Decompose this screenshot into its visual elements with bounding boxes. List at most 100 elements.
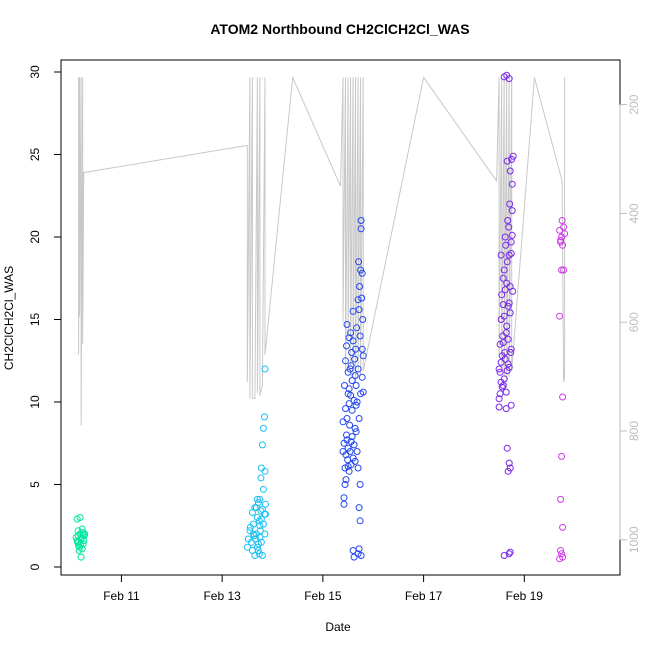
data-point bbox=[340, 500, 348, 508]
data-point bbox=[358, 269, 366, 277]
data-point bbox=[354, 365, 362, 373]
data-point bbox=[355, 306, 363, 314]
y-tick-label: 25 bbox=[28, 148, 42, 162]
data-point bbox=[558, 266, 566, 274]
data-point bbox=[347, 362, 355, 370]
data-point bbox=[495, 395, 503, 403]
y-tick-label: 20 bbox=[28, 230, 42, 244]
data-point bbox=[508, 207, 516, 215]
data-point bbox=[346, 448, 354, 455]
data-point bbox=[504, 302, 512, 310]
secondary-y-tick-label: 800 bbox=[627, 421, 641, 441]
data-point bbox=[355, 504, 363, 512]
data-point bbox=[351, 355, 359, 363]
data-point bbox=[352, 382, 360, 389]
data-point bbox=[251, 535, 259, 543]
data-point bbox=[351, 372, 359, 380]
data-point bbox=[505, 363, 513, 371]
data-point bbox=[507, 238, 515, 246]
data-point bbox=[253, 495, 261, 503]
data-point bbox=[356, 481, 364, 488]
data-point bbox=[349, 337, 357, 345]
data-points-layer bbox=[72, 71, 569, 563]
data-point bbox=[343, 436, 351, 444]
data-point bbox=[352, 345, 360, 353]
data-point bbox=[356, 517, 364, 525]
data-point bbox=[256, 522, 264, 530]
data-point bbox=[507, 401, 515, 409]
data-point bbox=[502, 388, 510, 396]
data-point bbox=[259, 424, 267, 432]
y-tick-label: 30 bbox=[28, 65, 42, 79]
flight-track-layer bbox=[78, 75, 566, 426]
data-point bbox=[353, 448, 361, 455]
data-point bbox=[351, 457, 359, 465]
data-point bbox=[505, 75, 513, 83]
data-point bbox=[505, 459, 513, 467]
data-point bbox=[77, 553, 85, 561]
data-point bbox=[507, 345, 515, 353]
data-point bbox=[355, 258, 363, 266]
data-point bbox=[501, 355, 509, 363]
data-point bbox=[496, 368, 504, 376]
data-point bbox=[499, 339, 507, 347]
data-point bbox=[255, 550, 263, 558]
data-point bbox=[499, 301, 507, 309]
data-point bbox=[261, 413, 268, 421]
data-point bbox=[500, 552, 508, 559]
secondary-y-tick-label: 400 bbox=[627, 203, 641, 223]
data-point bbox=[261, 365, 269, 373]
data-point bbox=[506, 548, 514, 556]
data-point bbox=[508, 231, 516, 239]
data-point bbox=[261, 530, 269, 538]
series-5 bbox=[556, 217, 569, 563]
data-point bbox=[506, 167, 514, 175]
secondary-y-tick-label: 200 bbox=[627, 94, 641, 114]
data-point bbox=[506, 200, 514, 208]
data-point bbox=[257, 538, 265, 546]
data-point bbox=[345, 400, 353, 408]
data-point bbox=[357, 552, 365, 559]
data-point bbox=[505, 550, 513, 558]
data-point bbox=[556, 555, 564, 563]
data-point bbox=[503, 258, 511, 266]
data-point bbox=[504, 217, 512, 224]
data-point bbox=[504, 335, 512, 343]
x-tick-label: Feb 17 bbox=[405, 589, 443, 603]
data-point bbox=[501, 286, 509, 294]
data-point bbox=[497, 316, 505, 323]
data-point bbox=[559, 393, 567, 401]
data-point bbox=[499, 274, 507, 282]
data-point bbox=[561, 230, 569, 238]
data-point bbox=[345, 385, 353, 393]
data-point bbox=[256, 527, 264, 535]
data-point bbox=[353, 324, 361, 332]
data-point bbox=[342, 357, 349, 365]
y-tick-label: 15 bbox=[28, 313, 42, 327]
data-point bbox=[346, 421, 354, 429]
data-point bbox=[75, 547, 83, 554]
data-point bbox=[79, 528, 87, 536]
data-point bbox=[497, 251, 505, 259]
data-point bbox=[339, 418, 347, 426]
data-point bbox=[246, 523, 254, 531]
data-point bbox=[355, 415, 363, 422]
data-point bbox=[348, 377, 356, 384]
data-point bbox=[355, 545, 363, 553]
data-point bbox=[496, 390, 504, 398]
data-point bbox=[251, 552, 259, 559]
x-tick-label: Feb 11 bbox=[103, 589, 140, 603]
y-tick-label: 0 bbox=[28, 563, 42, 570]
data-point bbox=[345, 467, 353, 475]
data-point bbox=[354, 296, 362, 304]
data-point bbox=[259, 485, 267, 493]
data-point bbox=[359, 388, 367, 396]
data-point bbox=[348, 406, 356, 414]
data-point bbox=[502, 241, 510, 249]
data-point bbox=[342, 405, 349, 413]
data-point bbox=[350, 553, 358, 561]
data-point bbox=[81, 530, 89, 538]
data-point bbox=[351, 424, 359, 432]
data-point bbox=[500, 266, 508, 274]
data-point bbox=[256, 495, 264, 503]
